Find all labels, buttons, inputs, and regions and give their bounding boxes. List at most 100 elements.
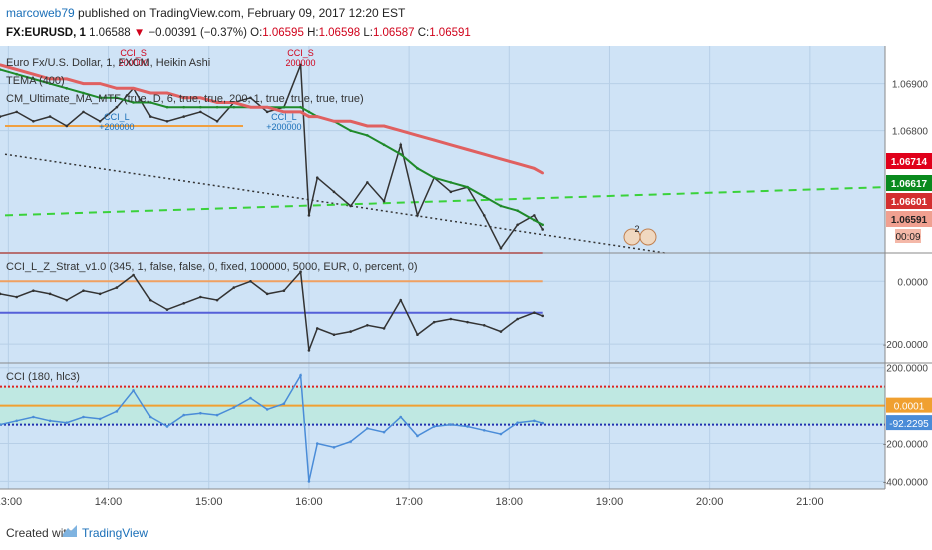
data-point	[249, 105, 252, 109]
data-point	[432, 176, 436, 180]
projection-line	[4, 186, 886, 217]
data-point	[307, 115, 311, 118]
data-point	[232, 101, 236, 104]
data-point	[541, 171, 544, 175]
data-point	[349, 330, 352, 333]
data-point	[165, 91, 169, 95]
ohlc-line: FX:EURUSD, 1 1.06588 ▼ −0.00391 (−0.37%)…	[6, 27, 471, 39]
data-point	[349, 204, 352, 208]
current-value-box	[886, 415, 932, 431]
data-point	[533, 419, 536, 423]
data-point	[282, 105, 286, 109]
data-point	[48, 82, 52, 85]
price-change: −0.00391 (−0.37%)	[148, 27, 247, 39]
data-point	[307, 480, 311, 483]
data-point	[399, 143, 403, 147]
data-point	[482, 214, 486, 217]
data-point	[449, 317, 453, 321]
data-point	[416, 434, 419, 438]
data-point	[15, 72, 18, 76]
down-arrow-icon: ▼	[133, 27, 146, 39]
data-point	[366, 134, 369, 137]
legend-cci[interactable]: CCI (180, hlc3)	[6, 371, 80, 383]
price-tick-label: -200.0000	[883, 340, 928, 351]
data-point	[366, 323, 369, 327]
data-point	[466, 425, 469, 428]
data-point	[249, 396, 252, 400]
data-point	[32, 415, 35, 419]
trend-line	[4, 153, 666, 254]
data-point	[382, 199, 386, 203]
data-point	[482, 152, 486, 156]
data-point	[482, 428, 486, 432]
open-label: O:	[250, 27, 263, 39]
price-tick-label: 0.0000	[897, 277, 928, 288]
data-point	[65, 87, 69, 90]
time-tick-label: 19:00	[596, 496, 624, 508]
data-point	[315, 327, 319, 330]
price-label-value: 1.06714	[891, 157, 928, 168]
legend-tema[interactable]: TEMA (400)	[6, 75, 65, 87]
data-point	[482, 195, 486, 198]
low-value: 1.06587	[372, 27, 415, 39]
trade-signal-label: CCI_L	[271, 112, 297, 122]
data-point	[332, 119, 336, 123]
data-point	[182, 301, 185, 305]
data-point	[366, 181, 369, 184]
data-point	[307, 110, 311, 114]
data-point	[315, 442, 319, 445]
data-point	[541, 314, 544, 318]
time-tick-label: 13:00	[0, 496, 22, 508]
data-point	[282, 402, 286, 406]
legend-main[interactable]: Euro Fx/U.S. Dollar, 1, FXCM, Heikin Ash…	[6, 57, 210, 69]
chart-background	[0, 46, 932, 512]
data-point	[182, 413, 185, 417]
data-point	[541, 228, 544, 231]
data-point	[516, 209, 519, 212]
data-point	[182, 115, 185, 118]
data-point	[165, 308, 169, 311]
data-point	[299, 110, 302, 114]
data-point	[399, 129, 403, 132]
data-point	[199, 110, 202, 114]
data-point	[466, 185, 469, 189]
data-point	[15, 419, 18, 423]
data-point	[215, 413, 219, 417]
chart-canvas[interactable]: 1.069001.06800CCI_S200000CCI_L+200000CCI…	[0, 46, 932, 512]
data-point	[215, 105, 219, 109]
price-pane[interactable]: 1.069001.06800CCI_S200000CCI_L+200000CCI…	[0, 48, 932, 254]
time-axis[interactable]: 13:00 14:00 15:00 16:00 17:00 18:00 19:00 20:00…	[0, 496, 824, 508]
legend-cci-strat[interactable]: CCI_L_Z_Strat_v1.0 (345, 1, false, false…	[6, 261, 418, 273]
data-point	[499, 246, 503, 250]
data-point	[499, 330, 503, 333]
tradingview-brand[interactable]: TradingView	[82, 526, 149, 540]
current-value-label: -92.2295	[889, 419, 929, 430]
data-point	[15, 295, 18, 299]
data-point	[115, 286, 119, 289]
data-point	[82, 415, 85, 419]
data-point	[132, 273, 135, 277]
data-point	[416, 167, 419, 170]
time-scale-background	[0, 489, 932, 512]
price-label-box	[886, 193, 932, 209]
data-point	[115, 96, 119, 100]
data-point	[466, 148, 469, 151]
trade-amount-label: 200000	[286, 58, 316, 68]
cci-pane[interactable]: 200.0000 -200.0000 -400.0000 0.0001 -92.2295	[0, 364, 932, 489]
data-point	[232, 406, 236, 409]
data-point	[533, 214, 536, 217]
data-point	[299, 270, 302, 274]
data-point	[0, 68, 2, 71]
footer: Created with TradingView	[0, 512, 932, 550]
author-link[interactable]: marcoweb79	[6, 6, 75, 20]
data-point	[82, 289, 85, 293]
data-point	[199, 411, 202, 415]
open-value: 1.06595	[262, 27, 304, 39]
data-point	[332, 446, 336, 449]
data-point	[165, 105, 169, 109]
legend-cm-ma[interactable]: CM_Ultimate_MA_MTF (true, D, 6, true, tr…	[6, 93, 364, 105]
countdown-box	[895, 229, 921, 243]
symbol-name[interactable]: FX:EURUSD	[6, 27, 74, 39]
data-point	[48, 292, 52, 296]
data-point	[466, 320, 469, 324]
